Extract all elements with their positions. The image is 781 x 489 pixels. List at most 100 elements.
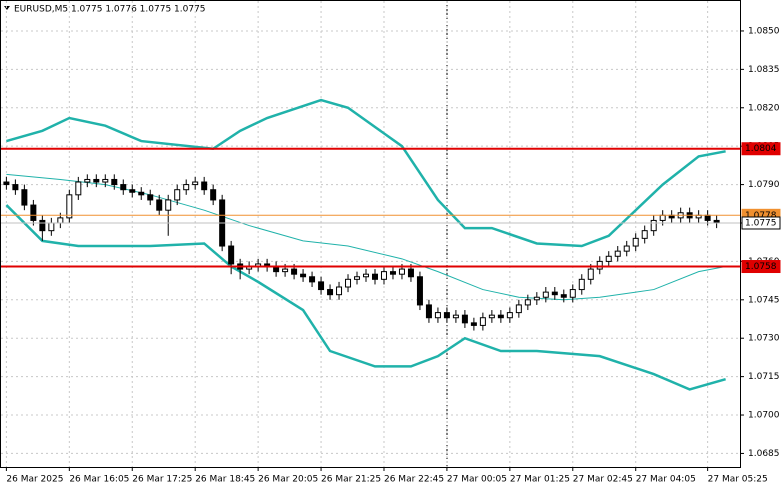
candle-body	[623, 245, 630, 252]
candle-body	[102, 178, 109, 183]
candle-body	[452, 314, 459, 319]
y-tick-label: 1.0820	[748, 103, 780, 113]
grid	[1, 1, 740, 467]
candle-body	[327, 289, 334, 296]
candle-body	[641, 230, 648, 239]
candle-body	[371, 273, 378, 280]
candle-body	[120, 184, 127, 191]
candle-body	[587, 268, 594, 280]
x-tick-label: 27 Mar 00:05	[447, 475, 507, 485]
candle-body	[345, 278, 352, 288]
plot-frame	[0, 0, 741, 468]
y-tick-label: 1.0700	[748, 411, 780, 421]
candle-body	[309, 276, 316, 283]
candle-body	[425, 304, 432, 319]
y-tick-label: 1.0835	[748, 65, 780, 75]
candle-body	[479, 317, 486, 326]
candle-body	[596, 260, 603, 270]
candle-body	[497, 314, 504, 319]
x-tick-label: 26 Mar 21:25	[321, 475, 381, 485]
x-tick-label: 26 Mar 16:05	[69, 475, 129, 485]
candle-body	[228, 245, 235, 265]
x-tick-label: 26 Mar 17:25	[132, 475, 192, 485]
candle-body	[560, 294, 567, 298]
chart-title: EURUSD,M5 1.0775 1.0776 1.0775 1.0775	[14, 5, 206, 15]
candle-body	[380, 271, 387, 280]
candle-body	[174, 189, 181, 201]
candle-body	[578, 278, 585, 291]
price-label-box	[741, 142, 781, 156]
candle-body	[291, 268, 298, 275]
y-tick-label: 1.0745	[748, 295, 780, 305]
candle-body	[650, 219, 657, 232]
candle-body	[569, 289, 576, 298]
candle-body	[183, 184, 190, 191]
candle-body	[3, 181, 10, 186]
candle-body	[39, 219, 46, 232]
candle-body	[111, 178, 118, 186]
candle-body	[461, 314, 468, 324]
candle-body	[192, 181, 199, 186]
price-label-box	[741, 216, 781, 230]
candle-body	[138, 191, 145, 196]
candle-body	[282, 268, 289, 273]
candle-body	[21, 189, 28, 206]
candle-body	[515, 304, 522, 314]
candle-body	[704, 214, 711, 221]
candle-body	[605, 255, 612, 262]
candle-body	[147, 194, 154, 201]
candle-body	[614, 250, 621, 257]
y-tick-label: 1.0730	[748, 334, 780, 344]
x-tick-label: 26 Mar 2025	[6, 475, 63, 485]
candle-body	[93, 178, 100, 183]
price-label: 1.0778	[745, 211, 777, 221]
candle-body	[632, 237, 639, 247]
indicator-band	[6, 98, 726, 248]
price-label: 1.0775	[745, 218, 777, 228]
candle-body	[506, 312, 513, 319]
candle-body	[407, 268, 414, 278]
candle-body	[57, 217, 64, 224]
candle-body	[398, 268, 405, 275]
price-label: 1.0804	[745, 144, 777, 154]
candle-body	[48, 222, 55, 232]
candle-body	[524, 299, 531, 306]
x-tick-label: 27 Mar 01:25	[510, 475, 570, 485]
candle-body	[84, 178, 91, 183]
candle-body	[363, 273, 370, 278]
candle-body	[30, 204, 37, 221]
candle-body	[443, 312, 450, 319]
x-tick-label: 26 Mar 22:45	[384, 475, 444, 485]
candle-body	[416, 276, 423, 306]
candle-body	[12, 184, 19, 191]
x-tick-label: 27 Mar 02:45	[573, 475, 633, 485]
candle-body	[434, 312, 441, 319]
candle-body	[470, 322, 477, 326]
candle-body	[533, 296, 540, 301]
candle-body	[354, 276, 361, 280]
candle-body	[488, 314, 495, 319]
candle-body	[66, 194, 73, 219]
candle-body	[129, 189, 136, 193]
candle-body	[389, 271, 396, 275]
candle-body	[75, 181, 82, 196]
price-label: 1.0758	[745, 262, 777, 272]
candle-body	[318, 281, 325, 291]
x-tick-label: 27 Mar 04:05	[636, 475, 696, 485]
price-label-box	[741, 260, 781, 274]
candle-body	[336, 286, 343, 296]
candle-body	[542, 291, 549, 298]
candle-body	[551, 291, 558, 296]
indicator-band	[5, 204, 726, 391]
menu-arrow[interactable]	[4, 6, 10, 10]
candle-body	[300, 273, 307, 278]
y-tick-label: 1.0685	[748, 449, 780, 459]
x-tick-label: 27 Mar 05:25	[708, 475, 768, 485]
x-tick-label: 26 Mar 18:45	[195, 475, 255, 485]
candle-body	[210, 189, 217, 201]
candle-body	[165, 199, 172, 211]
candle-body	[156, 199, 163, 211]
y-tick-label: 1.0790	[748, 180, 780, 190]
candle-body	[659, 214, 666, 221]
